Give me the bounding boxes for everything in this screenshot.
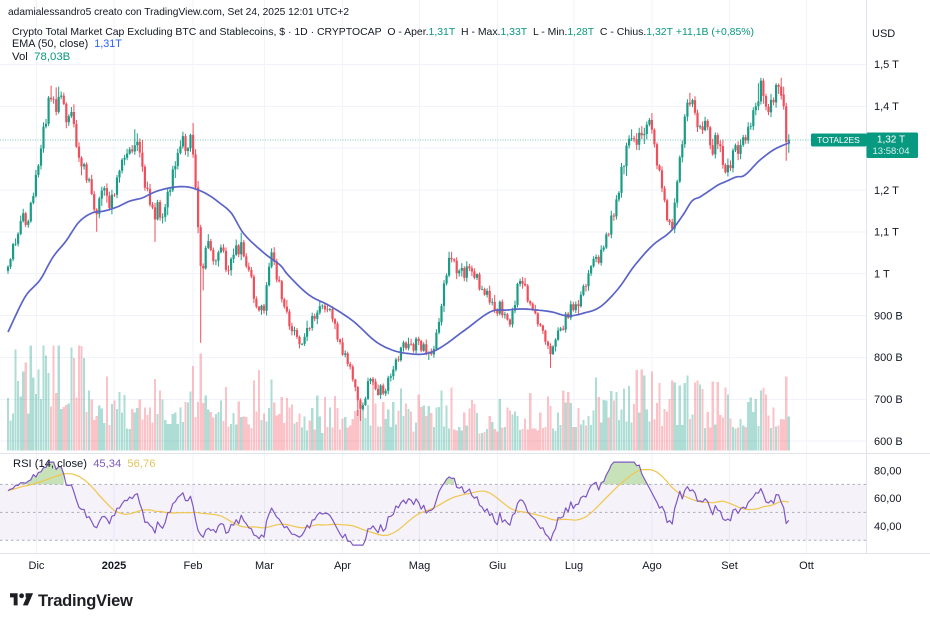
svg-text:Feb: Feb bbox=[184, 560, 203, 572]
svg-text:Mar: Mar bbox=[255, 560, 274, 572]
svg-text:USD: USD bbox=[872, 28, 895, 40]
svg-text:RSI (14, close) 45,34 56,76: RSI (14, close) 45,34 56,76 bbox=[13, 458, 155, 470]
svg-text:800 B: 800 B bbox=[874, 352, 903, 364]
svg-text:Ott: Ott bbox=[799, 560, 814, 572]
svg-text:1,1 T: 1,1 T bbox=[874, 227, 899, 239]
svg-text:Crypto Total Market Cap Exclud: Crypto Total Market Cap Excluding BTC an… bbox=[12, 27, 754, 38]
svg-text:EMA (50, close) 1,31T: EMA (50, close) 1,31T bbox=[12, 38, 122, 50]
svg-text:60,00: 60,00 bbox=[874, 493, 902, 505]
svg-text:40,00: 40,00 bbox=[874, 521, 902, 533]
svg-text:adamialessandro5 creato con Tr: adamialessandro5 creato con TradingView.… bbox=[8, 7, 349, 18]
svg-text:Vol 78,03B: Vol 78,03B bbox=[12, 51, 70, 63]
svg-text:1,4 T: 1,4 T bbox=[874, 101, 899, 113]
svg-text:Set: Set bbox=[721, 560, 738, 572]
svg-text:1 T: 1 T bbox=[874, 269, 890, 281]
svg-text:2025: 2025 bbox=[102, 560, 126, 572]
svg-text:Dic: Dic bbox=[29, 560, 45, 572]
svg-text:700 B: 700 B bbox=[874, 394, 903, 406]
svg-text:1,32 T: 1,32 T bbox=[877, 135, 905, 146]
svg-text:Lug: Lug bbox=[565, 560, 583, 572]
svg-text:900 B: 900 B bbox=[874, 310, 903, 322]
svg-text:600 B: 600 B bbox=[874, 436, 903, 448]
svg-text:TradingView: TradingView bbox=[38, 592, 133, 610]
svg-text:Apr: Apr bbox=[334, 560, 351, 572]
svg-text:TOTAL2ES: TOTAL2ES bbox=[817, 135, 860, 145]
svg-text:1,5 T: 1,5 T bbox=[874, 59, 899, 71]
svg-text:Giu: Giu bbox=[489, 560, 506, 572]
svg-text:Ago: Ago bbox=[642, 560, 662, 572]
svg-text:Mag: Mag bbox=[409, 560, 430, 572]
svg-text:1,2 T: 1,2 T bbox=[874, 185, 899, 197]
svg-text:80,00: 80,00 bbox=[874, 465, 902, 477]
svg-text:13:58:04: 13:58:04 bbox=[873, 146, 910, 157]
